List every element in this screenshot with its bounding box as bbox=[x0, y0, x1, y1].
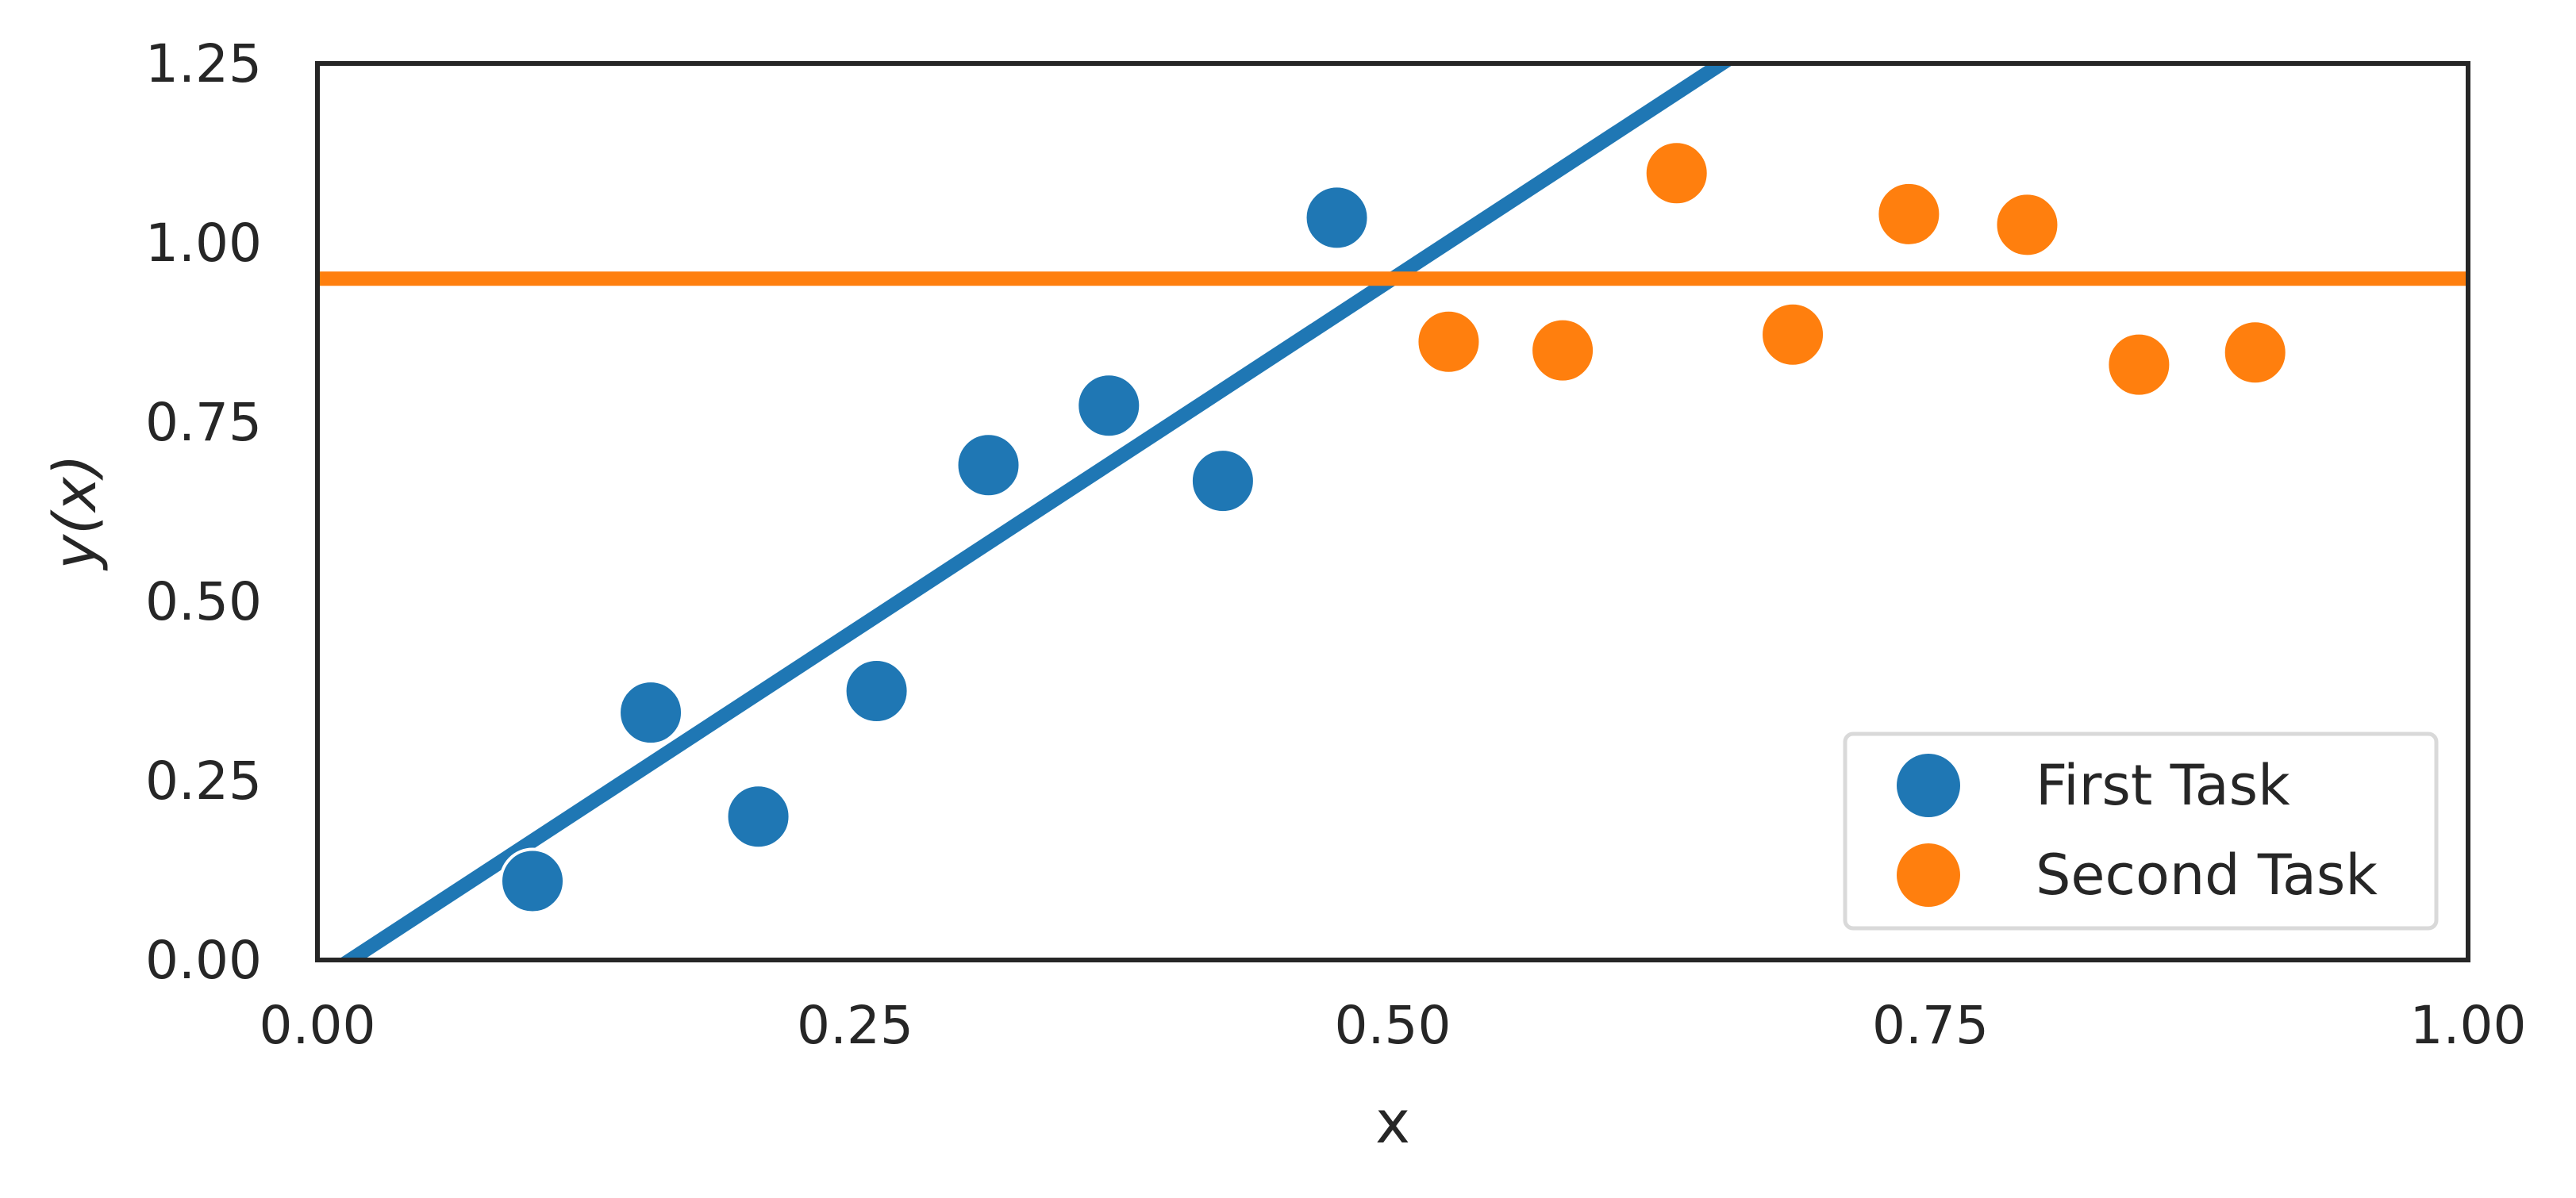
point-series-1-3 bbox=[725, 783, 792, 851]
point-series-2-5 bbox=[1875, 180, 1943, 248]
x-tick-label: 0.25 bbox=[797, 995, 913, 1056]
legend-marker-series-1 bbox=[1897, 754, 1960, 817]
y-axis-label: y(x) bbox=[41, 454, 110, 570]
y-tick-label: 0.50 bbox=[145, 571, 262, 632]
x-tick-label: 0.50 bbox=[1335, 995, 1451, 1056]
x-tick-label: 0.00 bbox=[260, 995, 376, 1056]
legend-label-series-2: Second Task bbox=[2036, 843, 2378, 908]
y-tick-label: 0.25 bbox=[145, 751, 262, 812]
x-axis-label: x bbox=[1375, 1089, 1410, 1157]
x-tick-label: 1.00 bbox=[2410, 995, 2527, 1056]
y-tick-label: 1.25 bbox=[145, 33, 262, 94]
y-tick-label: 0.75 bbox=[145, 392, 262, 453]
legend: First Task Second Task bbox=[1843, 731, 2439, 931]
point-series-2-6 bbox=[1994, 191, 2061, 259]
point-series-1-8 bbox=[1303, 184, 1371, 252]
point-series-2-3 bbox=[1643, 140, 1710, 207]
point-series-1-1 bbox=[499, 847, 566, 915]
legend-box bbox=[1843, 731, 2439, 931]
plot-frame bbox=[315, 61, 2470, 962]
point-series-2-2 bbox=[1529, 317, 1597, 384]
point-series-1-4 bbox=[843, 658, 910, 724]
point-series-1-7 bbox=[1189, 447, 1256, 515]
legend-label-series-1: First Task bbox=[2036, 753, 2290, 818]
legend-marker-series-2 bbox=[1897, 843, 1960, 907]
point-series-1-2 bbox=[617, 679, 685, 747]
y-tick-label: 1.00 bbox=[145, 213, 262, 274]
point-series-2-1 bbox=[1415, 308, 1482, 375]
y-tick-label: 0.00 bbox=[145, 930, 262, 991]
point-series-1-6 bbox=[1075, 372, 1143, 440]
point-series-2-7 bbox=[2105, 331, 2173, 398]
point-series-1-5 bbox=[955, 432, 1022, 499]
point-series-2-4 bbox=[1759, 301, 1827, 368]
x-tick-label: 0.75 bbox=[1872, 995, 1989, 1056]
point-series-2-8 bbox=[2221, 319, 2289, 386]
